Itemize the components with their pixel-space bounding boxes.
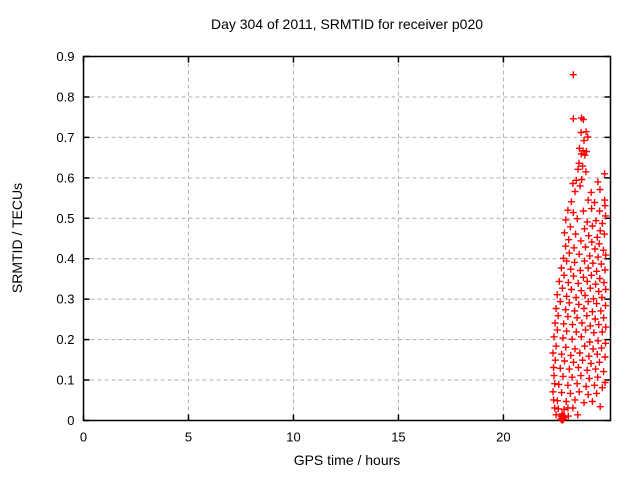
- y-tick-label: 0.2: [56, 332, 74, 347]
- axis-ticks: [82, 55, 611, 422]
- data-point-markers: [549, 71, 610, 424]
- plot-border: [82, 55, 612, 422]
- y-tick-label: 0.3: [56, 292, 74, 307]
- y-tick-label: 0.1: [56, 373, 74, 388]
- y-tick-label: 0.5: [56, 211, 74, 226]
- x-tick-label: 0: [80, 430, 87, 445]
- y-axis-label: SRMTID / TECUs: [9, 182, 25, 294]
- y-tick-label: 0.9: [56, 49, 74, 64]
- x-tick-label: 15: [391, 430, 405, 445]
- y-tick-label: 0.7: [56, 130, 74, 145]
- y-tick-label: 0.8: [56, 89, 74, 104]
- chart-title: Day 304 of 2011, SRMTID for receiver p02…: [210, 16, 484, 32]
- x-tick-label: 20: [496, 430, 510, 445]
- x-tick-label: 10: [286, 430, 300, 445]
- y-tick-label: 0.4: [56, 251, 74, 266]
- x-tick-label: 5: [185, 430, 192, 445]
- y-tick-label: 0.6: [56, 170, 74, 185]
- x-axis-label: GPS time / hours: [293, 452, 401, 468]
- grid-lines: [83, 56, 611, 421]
- y-tick-label: 0: [67, 413, 74, 428]
